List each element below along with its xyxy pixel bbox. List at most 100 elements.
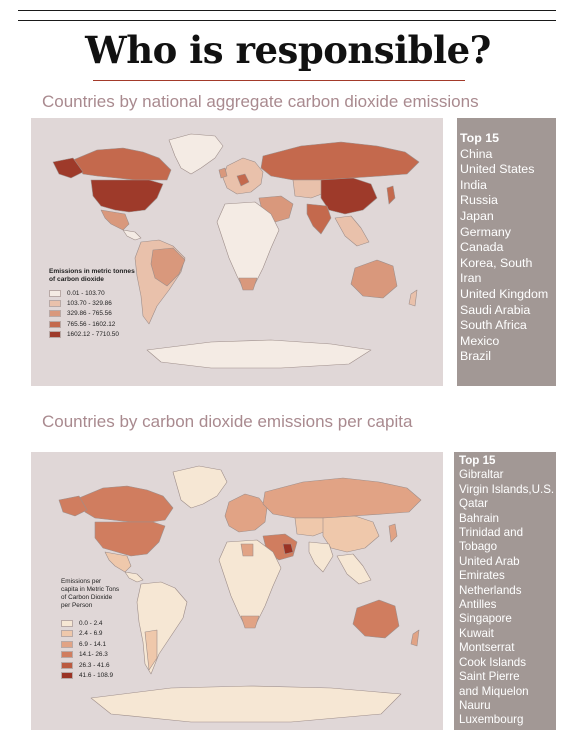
central-asia-shape (294, 517, 330, 537)
top15-item: South Africa (460, 318, 527, 333)
top15-per-capita-panel: Top 15 Gibraltar Virgin Islands,U.S. Qat… (454, 452, 556, 730)
legend-label: 103.70 - 329.86 (67, 299, 112, 307)
legend-entry: 0.0 - 2.4 (61, 618, 161, 629)
legend-label: 14.1- 26.3 (79, 651, 108, 659)
legend-title-line: of Carbon Dioxide (61, 594, 113, 601)
top15-item: Cook Islands (459, 655, 527, 669)
top15-item: Tobago (459, 540, 498, 554)
libya-shape (240, 543, 254, 557)
section-title-aggregate: Countries by national aggregate carbon d… (42, 92, 479, 111)
legend-swatch (61, 661, 73, 669)
top15-item: United Arab (459, 554, 520, 568)
alaska-shape (52, 157, 84, 179)
legend-entry: 26.3 - 41.6 (61, 660, 161, 671)
se-asia-shape (334, 215, 370, 247)
legend-title-line: capita in Metric Tons (61, 586, 120, 593)
legend-swatch (49, 320, 61, 328)
top15-item: Brazil (460, 349, 491, 364)
se-asia-shape (336, 553, 372, 585)
legend-swatch (49, 330, 61, 338)
legend-entry: 6.9 - 14.1 (61, 639, 161, 650)
legend-title-line: Emissions in metric tonnes (49, 268, 135, 275)
india-shape (308, 541, 334, 573)
africa-shape (216, 201, 280, 289)
canada-shape (78, 485, 174, 523)
top15-item: Emirates (459, 569, 505, 583)
top15-item: Saint Pierre (459, 670, 520, 684)
legend-title-line: of carbon dioxide (49, 276, 104, 283)
top15-aggregate-panel: Top 15 China United States India Russia … (457, 118, 556, 386)
per-capita-emissions-map: Emissions per capita in Metric Tons of C… (31, 452, 443, 730)
russia-shape (262, 477, 422, 519)
top15-item: Germany (460, 224, 511, 239)
top15-item: Trinidad and (459, 526, 524, 540)
legend-swatch (61, 640, 73, 648)
gulf-states-shape (282, 543, 294, 555)
new-zealand-shape (408, 289, 418, 307)
japan-shape (388, 523, 398, 543)
top15-item: Mexico (460, 333, 500, 348)
india-shape (306, 203, 332, 235)
greenland-shape (172, 465, 228, 509)
south-africa-shape (238, 277, 258, 291)
japan-shape (386, 185, 396, 205)
alaska-shape (58, 495, 88, 517)
new-zealand-shape (410, 629, 420, 647)
canada-shape (72, 147, 172, 181)
aggregate-legend: Emissions in metric tonnes of carbon dio… (49, 268, 159, 339)
top15-item: Luxembourg (459, 713, 524, 727)
top15-item: Bahrain (459, 511, 499, 525)
page-title: Who is responsible? (85, 28, 491, 72)
central-america-shape (124, 571, 144, 583)
top15-item: Netherlands (459, 583, 522, 597)
legend-title-line: Emissions per (61, 578, 102, 585)
top15-item: Kuwait (459, 626, 494, 640)
antarctica-shape (90, 685, 402, 723)
top15-item: Japan (460, 208, 494, 223)
usa-shape (94, 521, 166, 557)
legend-entry: 765.56 - 1602.12 (49, 319, 159, 329)
top15-heading: Top 15 (460, 131, 500, 145)
legend-entry: 103.70 - 329.86 (49, 298, 159, 308)
top15-item: Montserrat (459, 641, 515, 655)
top15-item: United Kingdom (460, 286, 549, 301)
antarctica-shape (146, 339, 372, 369)
russia-shape (260, 141, 420, 181)
top15-item: United States (460, 162, 535, 177)
legend-label: 1602.12 - 7710.50 (67, 330, 119, 338)
legend-entry: 1602.12 - 7710.50 (49, 329, 159, 339)
legend-entry: 14.1- 26.3 (61, 650, 161, 661)
legend-title-line: per Person (61, 602, 93, 609)
top15-item: Antilles (459, 598, 497, 612)
world-map-aggregate (52, 133, 420, 369)
greenland-shape (168, 133, 224, 175)
legend-label: 2.4 - 6.9 (79, 630, 103, 638)
germany-shape (236, 173, 250, 187)
aggregate-emissions-map: Emissions in metric tonnes of carbon dio… (31, 118, 443, 386)
legend-swatch (61, 630, 73, 638)
legend-entry: 2.4 - 6.9 (61, 629, 161, 640)
top15-item: Iran (460, 271, 482, 286)
section-title-per-capita: Countries by carbon dioxide emissions pe… (42, 412, 413, 431)
legend-entry: 41.6 - 108.9 (61, 671, 161, 682)
legend-label: 765.56 - 1602.12 (67, 320, 116, 328)
legend-label: 329.86 - 765.56 (67, 310, 112, 318)
top15-item: Canada (460, 240, 504, 255)
legend-label: 0.0 - 2.4 (79, 619, 103, 627)
per-capita-legend: Emissions per capita in Metric Tons of C… (61, 578, 161, 681)
top-rule (18, 10, 556, 11)
legend-swatch (61, 672, 73, 680)
legend-swatch (61, 619, 73, 627)
legend-entry: 0.01 - 103.70 (49, 288, 159, 298)
top15-item: Saudi Arabia (460, 302, 531, 317)
top15-item: Korea, South (460, 255, 533, 270)
top15-heading: Top 15 (459, 454, 496, 467)
legend-swatch (49, 299, 61, 307)
china-shape (320, 177, 378, 215)
title-underline (93, 80, 465, 81)
legend-label: 26.3 - 41.6 (79, 661, 110, 669)
legend-label: 41.6 - 108.9 (79, 672, 114, 680)
top15-item: China (460, 146, 493, 161)
mexico-shape (100, 209, 130, 231)
top15-item: Russia (460, 193, 498, 208)
